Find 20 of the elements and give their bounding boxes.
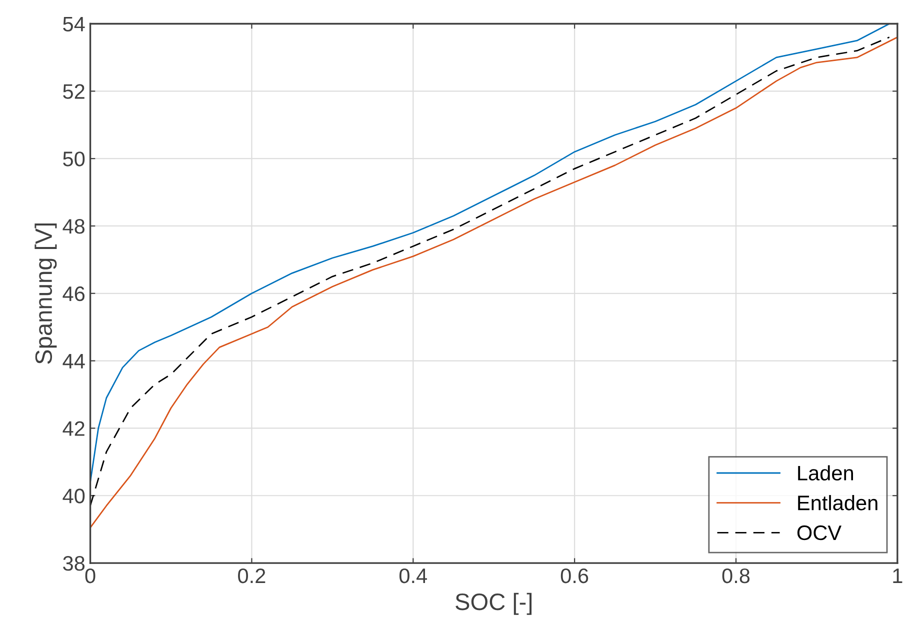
- y-tick-label: 50: [63, 152, 85, 166]
- y-tick-label: 38: [63, 556, 85, 571]
- y-tick-label: 44: [62, 354, 85, 368]
- y-tick-label: 40: [62, 488, 85, 504]
- y-tick-label: 42: [62, 421, 84, 436]
- legend-label: OCV: [797, 525, 842, 540]
- x-tick-label: 0: [85, 568, 96, 584]
- x-axis-title: SOC [-]: [456, 592, 532, 615]
- x-tick-label: 0.8: [722, 568, 750, 584]
- y-tick-label: 46: [62, 286, 85, 302]
- legend-label: Laden: [798, 465, 853, 480]
- x-tick-label: 0.6: [560, 568, 588, 584]
- legend-label: Entladen: [798, 495, 878, 510]
- x-tick-label: 1: [893, 568, 902, 583]
- y-tick-label: 54: [63, 16, 85, 32]
- x-tick-label: 0.4: [399, 568, 428, 584]
- y-axis-title: Spannung [V]: [34, 224, 57, 364]
- y-tick-label: 48: [62, 218, 85, 234]
- x-tick-label: 0.2: [238, 568, 266, 584]
- y-tick-label: 52: [63, 84, 84, 99]
